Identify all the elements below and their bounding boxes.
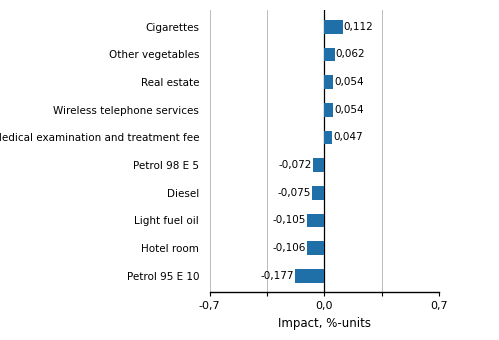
Text: 0,047: 0,047: [333, 133, 363, 142]
Text: 0,054: 0,054: [334, 77, 364, 87]
X-axis label: Impact, %-units: Impact, %-units: [278, 317, 371, 330]
Text: -0,105: -0,105: [273, 216, 306, 225]
Text: 0,062: 0,062: [335, 49, 365, 60]
Bar: [324, 75, 333, 89]
Bar: [295, 269, 324, 283]
Bar: [312, 186, 324, 200]
Text: -0,072: -0,072: [278, 160, 311, 170]
Text: -0,177: -0,177: [261, 271, 294, 281]
Text: -0,075: -0,075: [278, 188, 311, 198]
Bar: [307, 214, 324, 227]
Bar: [312, 158, 324, 172]
Bar: [324, 131, 332, 144]
Bar: [324, 48, 334, 62]
Bar: [324, 20, 343, 34]
Text: 0,112: 0,112: [344, 22, 373, 32]
Text: -0,106: -0,106: [272, 243, 306, 253]
Text: 0,054: 0,054: [334, 105, 364, 115]
Bar: [324, 103, 333, 117]
Bar: [307, 241, 324, 255]
